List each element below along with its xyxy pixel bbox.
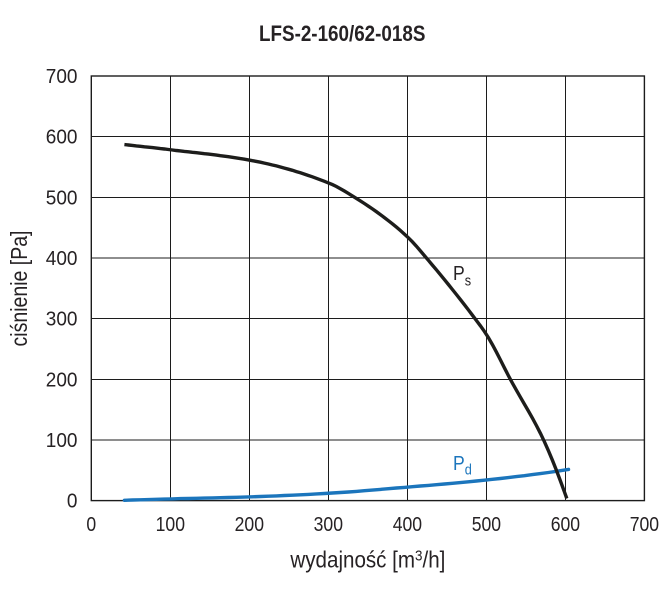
svg-text:700: 700 (630, 513, 659, 535)
svg-text:500: 500 (472, 513, 501, 535)
svg-text:500: 500 (46, 187, 78, 210)
svg-text:0: 0 (86, 513, 96, 535)
svg-text:200: 200 (235, 513, 264, 535)
svg-text:ciśnienie [Pa]: ciśnienie [Pa] (7, 231, 33, 347)
svg-text:600: 600 (551, 513, 580, 535)
svg-text:100: 100 (46, 429, 78, 452)
svg-text:300: 300 (46, 308, 78, 331)
svg-text:700: 700 (46, 66, 78, 89)
svg-text:300: 300 (314, 513, 343, 535)
svg-text:600: 600 (46, 126, 78, 149)
svg-text:LFS-2-160/62-018S: LFS-2-160/62-018S (259, 22, 425, 47)
svg-text:Pd: Pd (453, 452, 472, 478)
svg-text:200: 200 (46, 369, 78, 392)
svg-text:0: 0 (67, 490, 78, 513)
svg-text:400: 400 (393, 513, 422, 535)
svg-text:Ps: Ps (453, 262, 471, 288)
svg-text:400: 400 (46, 248, 78, 271)
svg-text:100: 100 (156, 513, 185, 535)
svg-text:wydajność [m3/h]: wydajność [m3/h] (289, 546, 445, 572)
